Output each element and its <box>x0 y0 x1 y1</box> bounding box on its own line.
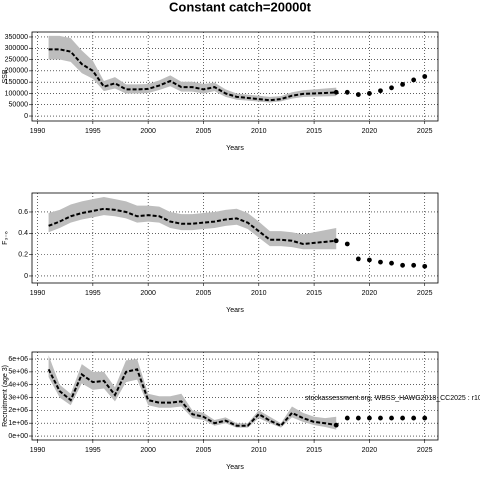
projection-point <box>344 89 350 95</box>
y-tick-label: 0.2 <box>18 251 28 258</box>
plot-frame <box>31 31 439 122</box>
projection-point <box>344 415 350 421</box>
projection-point <box>389 415 394 421</box>
projection-point <box>333 238 339 244</box>
x-tick-label: 1990 <box>30 447 46 454</box>
projection-point <box>400 415 405 421</box>
y-tick-label: 0.6 <box>18 209 28 216</box>
projection-point <box>389 85 394 91</box>
x-tick-label: 1995 <box>85 128 101 135</box>
x-tick-label: 2015 <box>306 447 322 454</box>
y-tick-label: 0.4 <box>18 230 28 237</box>
y-axis-label: Recruitment (age 3) <box>2 365 9 427</box>
projection-point <box>355 415 361 421</box>
x-tick-label: 2000 <box>140 447 156 454</box>
confidence-band <box>48 35 337 103</box>
x-tick-label: 2020 <box>362 128 378 135</box>
x-tick-label: 1995 <box>85 447 101 454</box>
annotation: stockassessment.org, WBSS_HAWG2018_CC202… <box>305 395 480 402</box>
x-axis-label: Years <box>226 145 244 152</box>
y-tick-label: 0 <box>24 273 28 280</box>
plot-frame <box>31 192 439 284</box>
x-tick-label: 2010 <box>251 447 267 454</box>
plot-frame <box>31 351 439 441</box>
y-tick-label: 2e+06 <box>8 407 28 414</box>
y-tick-label: 4e+06 <box>8 382 28 389</box>
projection-point <box>367 257 372 263</box>
estimate-line <box>48 207 337 245</box>
projection-point <box>411 262 417 268</box>
y-tick-label: 50000 <box>9 102 29 109</box>
x-tick-label: 2010 <box>251 128 267 135</box>
y-tick-label: 5e+06 <box>8 369 28 376</box>
x-tick-label: 2025 <box>417 447 433 454</box>
projection-point <box>400 82 405 87</box>
projection-point <box>355 92 361 97</box>
projection-point <box>333 422 339 428</box>
projection-point <box>367 415 372 421</box>
projection-point <box>400 262 405 268</box>
y-tick-label: 6e+06 <box>8 356 28 363</box>
y-tick-label: 3e+06 <box>8 394 28 401</box>
confidence-band <box>48 355 337 430</box>
y-tick-label: 200000 <box>5 68 28 75</box>
x-tick-label: 2020 <box>362 447 378 454</box>
x-tick-label: 2015 <box>306 128 322 135</box>
y-axis-label: F₃₋₆ <box>2 231 9 245</box>
x-tick-label: 1990 <box>30 128 46 135</box>
x-tick-label: 2005 <box>196 290 212 297</box>
x-tick-label: 2025 <box>417 290 433 297</box>
y-tick-label: 150000 <box>5 79 28 86</box>
x-tick-label: 2020 <box>362 290 378 297</box>
x-tick-label: 2015 <box>306 290 322 297</box>
chart-title: Constant catch=20000t <box>169 0 312 14</box>
x-tick-label: 1990 <box>30 290 46 297</box>
y-tick-label: 250000 <box>5 56 28 63</box>
projection-point <box>378 88 383 94</box>
x-tick-label: 2025 <box>417 128 433 135</box>
estimate-line <box>47 368 337 427</box>
confidence-band <box>48 197 337 250</box>
y-tick-label: 1e+06 <box>8 420 28 427</box>
projection-point <box>411 415 417 421</box>
projection-point <box>422 263 428 269</box>
projection-point <box>378 259 383 265</box>
x-tick-label: 2005 <box>196 447 212 454</box>
y-tick-label: 350000 <box>5 34 28 41</box>
y-tick-label: 0 <box>24 113 28 120</box>
projection-point <box>333 89 339 95</box>
projection-point <box>378 415 383 421</box>
x-tick-label: 1995 <box>85 290 101 297</box>
estimate-line <box>48 48 337 102</box>
projection-point <box>344 241 350 247</box>
x-tick-label: 2010 <box>251 290 267 297</box>
projection-point <box>422 415 428 421</box>
y-axis-label: SSB <box>2 69 9 83</box>
y-tick-label: 0e+00 <box>8 433 28 440</box>
projection-point <box>422 74 428 79</box>
x-tick-label: 2005 <box>196 128 212 135</box>
x-tick-label: 2000 <box>140 128 156 135</box>
projection-point <box>411 77 417 83</box>
projection-point <box>389 260 394 266</box>
x-axis-label: Years <box>226 464 244 471</box>
projection-point <box>367 91 372 96</box>
y-tick-label: 300000 <box>5 45 28 52</box>
x-axis-label: Years <box>226 307 244 314</box>
projection-point <box>355 256 361 262</box>
x-tick-label: 2000 <box>140 290 156 297</box>
y-tick-label: 100000 <box>5 90 28 97</box>
